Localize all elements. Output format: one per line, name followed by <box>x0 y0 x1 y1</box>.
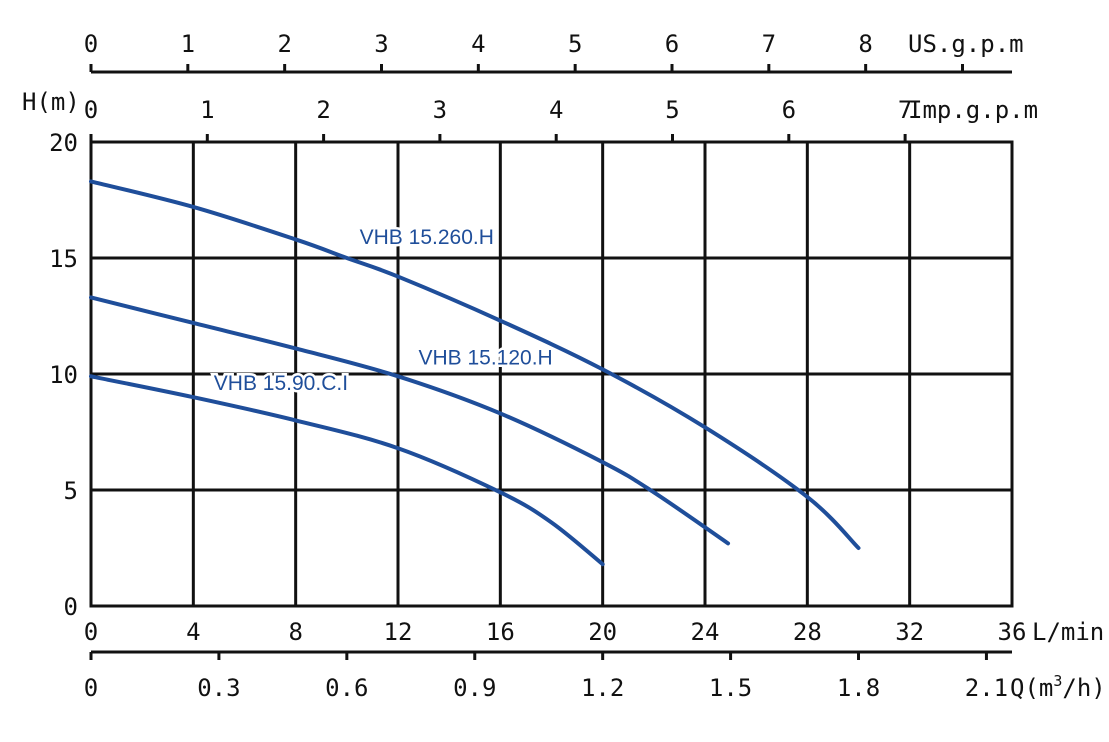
x-tick-label: 32 <box>895 618 924 646</box>
us-gpm-axis-title: US.g.p.m <box>908 30 1024 58</box>
x-tick-label: 12 <box>384 618 413 646</box>
imp-gpm-tick-label: 0 <box>84 96 98 124</box>
us-gpm-tick-label: 1 <box>181 30 195 58</box>
pump-curve-2 <box>89 295 731 546</box>
imp-gpm-tick-label: 6 <box>782 96 796 124</box>
curve-label-3: VHB 15.90.C.I <box>214 372 348 395</box>
imp-gpm-tick-label: 4 <box>549 96 563 124</box>
imp-gpm-tick-label: 3 <box>433 96 447 124</box>
imp-gpm-tick-label: 5 <box>665 96 679 124</box>
m3h-tick-label: 0 <box>84 674 98 702</box>
x-tick-label: 0 <box>84 618 98 646</box>
y-tick-label: 20 <box>49 129 78 157</box>
pump-curve-1 <box>89 179 861 550</box>
us-gpm-tick-label: 4 <box>471 30 485 58</box>
m3h-tick-label: 1.2 <box>581 674 624 702</box>
x-tick-label: 24 <box>691 618 720 646</box>
y-tick-label: 0 <box>64 593 78 621</box>
imp-gpm-tick-label: 7 <box>898 96 912 124</box>
m3h-tick-label: 1.8 <box>837 674 880 702</box>
plot-grid <box>89 140 1014 608</box>
x-tick-label: 28 <box>793 618 822 646</box>
curve-label-1: VHB 15.260.H <box>360 226 494 249</box>
pump-curve-3 <box>89 374 605 567</box>
pump-curves: VHB 15.260.H VHB 15.120.H VHB 15.90.C.I <box>89 179 861 567</box>
x-tick-label: 4 <box>186 618 200 646</box>
us-gpm-tick-label: 3 <box>374 30 388 58</box>
us-gpm-tick-label: 7 <box>762 30 776 58</box>
us-gpm-tick-label: 6 <box>665 30 679 58</box>
imp-gpm-axis-title: Imp.g.p.m <box>908 96 1038 124</box>
chart-labels: H(m) L/min US.g.p.m Imp.g.p.m Q(m3/h) <box>22 30 1106 702</box>
x-tick-label: 16 <box>486 618 515 646</box>
us-gpm-tick-label: 0 <box>84 30 98 58</box>
us-gpm-tick-label: 5 <box>568 30 582 58</box>
y-tick-label: 15 <box>49 245 78 273</box>
x-axis-title: L/min <box>1032 618 1104 646</box>
imp-gpm-tick-label: 2 <box>316 96 330 124</box>
curve-label-2: VHB 15.120.H <box>418 347 552 370</box>
x-tick-label: 20 <box>588 618 617 646</box>
y-tick-label: 5 <box>64 477 78 505</box>
y-axis-title: H(m) <box>22 88 80 116</box>
imp-gpm-tick-label: 1 <box>200 96 214 124</box>
x-tick-label: 8 <box>288 618 302 646</box>
us-gpm-tick-label: 8 <box>858 30 872 58</box>
m3h-tick-label: 1.5 <box>709 674 752 702</box>
m3h-tick-label: 0.6 <box>325 674 368 702</box>
us-gpm-tick-label: 2 <box>277 30 291 58</box>
y-tick-label: 10 <box>49 361 78 389</box>
x-tick-label: 36 <box>998 618 1027 646</box>
m3h-axis-title: Q(m3/h) <box>1010 672 1106 702</box>
m3h-tick-label: 2.1 <box>965 674 1008 702</box>
m3h-tick-label: 0.9 <box>453 674 496 702</box>
m3h-tick-label: 0.3 <box>197 674 240 702</box>
